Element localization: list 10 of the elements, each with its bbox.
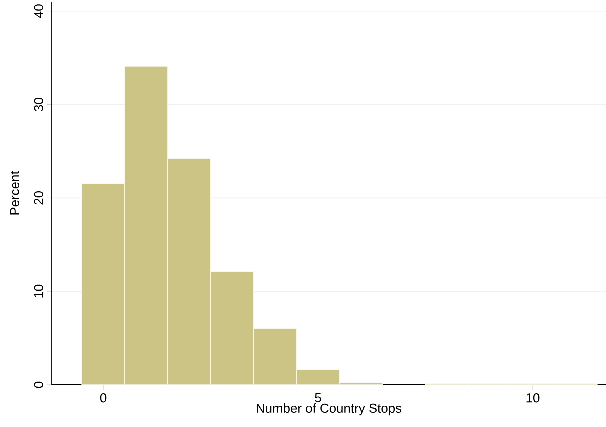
x-axis-title: Number of Country Stops xyxy=(257,404,402,416)
y-tick-label: 30 xyxy=(34,98,44,112)
y-tick-label: 10 xyxy=(34,284,44,298)
y-tick-label: 40 xyxy=(34,4,44,18)
x-tick-label: 0 xyxy=(100,394,107,403)
y-tick-label: 20 xyxy=(34,191,44,205)
y-tick-label: 0 xyxy=(34,382,44,388)
y-axis-title: Percent xyxy=(10,171,20,215)
x-tick-label: 10 xyxy=(526,394,540,403)
x-tick-label: 5 xyxy=(315,394,322,403)
